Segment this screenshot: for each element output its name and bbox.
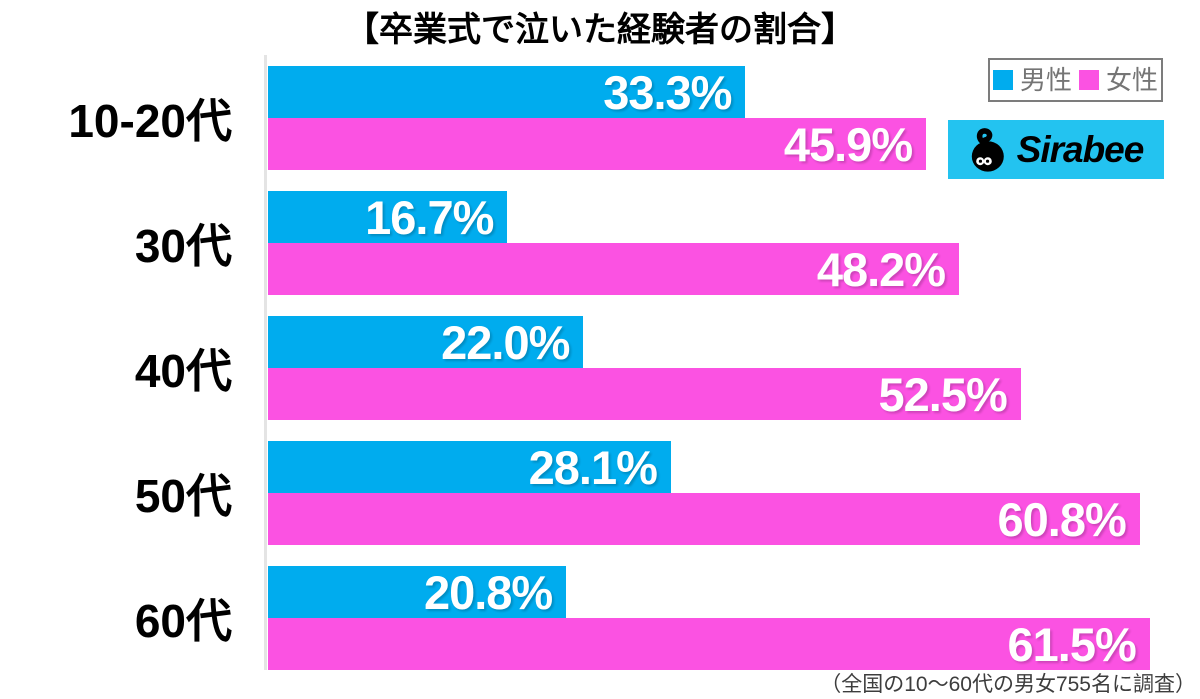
category-label: 40代	[134, 345, 232, 397]
row-bars: 28.1% 60.8%	[268, 440, 1200, 546]
legend-female-swatch-icon	[1079, 70, 1099, 90]
bar-female-value: 45.9%	[783, 117, 913, 171]
bar-male: 16.7%	[268, 190, 508, 244]
bar-male-value: 20.8%	[423, 565, 553, 619]
row-bars: 16.7% 48.2%	[268, 190, 1200, 296]
chart-row: 30代 16.7% 48.2%	[0, 190, 1200, 296]
bar-female-value: 60.8%	[997, 492, 1126, 546]
chart-row: 60代 20.8% 61.5%	[0, 565, 1200, 671]
category-label: 10-20代	[68, 95, 232, 147]
category-label: 50代	[134, 470, 232, 522]
bar-female: 45.9%	[268, 117, 927, 171]
bar-male: 20.8%	[268, 565, 567, 619]
category-label: 60代	[134, 595, 232, 647]
row-bars: 33.3% 45.9%	[268, 65, 1200, 171]
bar-male: 33.3%	[268, 65, 746, 119]
legend: 男性 女性	[988, 58, 1163, 102]
sirabee-mascot-icon	[971, 127, 1004, 172]
legend-male-label: 男性	[1019, 65, 1072, 95]
row-bars: 20.8% 61.5%	[268, 565, 1200, 671]
y-axis-line	[264, 55, 267, 670]
chart-title: 【卒業式で泣いた経験者の割合】	[345, 11, 855, 49]
chart-row: 50代 28.1% 60.8%	[0, 440, 1200, 546]
legend-female-label: 女性	[1106, 65, 1159, 95]
bar-male-value: 33.3%	[603, 65, 732, 119]
bar-female: 48.2%	[268, 242, 960, 296]
bar-male-value: 22.0%	[441, 315, 570, 369]
bar-male-value: 16.7%	[365, 190, 494, 244]
bar-female-value: 48.2%	[816, 242, 946, 296]
survey-caption: （全国の10〜60代の男女755名に調査）	[820, 673, 1196, 696]
sirabee-logo: Sirabee	[948, 120, 1164, 179]
chart-row: 10-20代 33.3% 45.9%	[0, 65, 1200, 171]
bar-male-value: 28.1%	[528, 440, 658, 494]
bar-male: 22.0%	[268, 315, 584, 369]
bar-female: 60.8%	[268, 492, 1140, 546]
bar-female: 52.5%	[268, 367, 1021, 421]
bar-male: 28.1%	[268, 440, 671, 494]
bar-female: 61.5%	[268, 617, 1150, 671]
sirabee-logo-text: Sirabee	[1016, 128, 1145, 170]
chart-row: 40代 22.0% 52.5%	[0, 315, 1200, 421]
bar-female-value: 52.5%	[878, 367, 1007, 421]
category-label: 30代	[134, 220, 232, 272]
row-bars: 22.0% 52.5%	[268, 315, 1200, 421]
bar-female-value: 61.5%	[1007, 617, 1137, 671]
legend-male-swatch-icon	[992, 70, 1013, 90]
